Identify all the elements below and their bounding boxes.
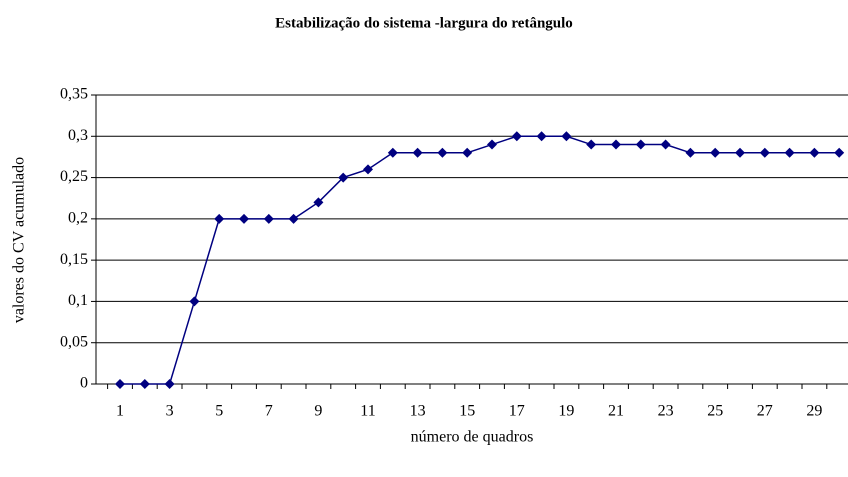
chart-title: Estabilização do sistema -largura do ret…	[275, 15, 573, 31]
marker	[487, 139, 497, 150]
y-tick-label: 0,3	[68, 127, 88, 144]
x-tick-label: 5	[215, 403, 223, 420]
marker	[239, 213, 249, 224]
marker	[611, 139, 621, 150]
y-tick-label: 0,05	[60, 333, 88, 350]
x-tick-label: 23	[658, 403, 674, 420]
marker	[462, 147, 473, 158]
marker	[338, 172, 349, 183]
x-tick-label: 17	[509, 403, 525, 420]
marker	[139, 379, 150, 389]
marker	[387, 147, 398, 158]
marker	[263, 213, 274, 224]
y-tick-label: 0,15	[60, 251, 88, 268]
y-tick-label: 0,2	[68, 210, 88, 227]
x-tick-label: 7	[265, 403, 273, 420]
marker	[313, 197, 324, 208]
marker	[685, 147, 696, 158]
marker	[735, 147, 745, 158]
marker	[809, 147, 820, 158]
x-tick-label: 29	[806, 403, 822, 420]
x-tick-label: 27	[757, 403, 773, 420]
x-tick-label: 15	[459, 403, 475, 420]
x-tick-label: 13	[410, 403, 426, 420]
marker	[363, 164, 373, 175]
x-tick-label: 1	[116, 403, 124, 420]
marker	[635, 139, 646, 150]
y-tick-label: 0,35	[60, 86, 88, 103]
marker	[710, 147, 721, 158]
marker	[586, 139, 597, 150]
marker	[412, 147, 423, 158]
marker	[536, 131, 547, 142]
x-tick-label: 3	[166, 403, 174, 420]
marker	[660, 139, 671, 150]
marker	[784, 147, 795, 158]
marker	[214, 213, 225, 224]
marker	[834, 147, 845, 158]
x-tick-label: 21	[608, 403, 624, 420]
marker	[511, 131, 522, 142]
marker	[437, 147, 448, 158]
y-axis-label: valores do CV acumulado	[11, 157, 28, 323]
x-tick-label: 25	[707, 403, 723, 420]
x-tick-label: 9	[314, 403, 322, 420]
y-tick-label: 0,1	[68, 292, 88, 309]
x-axis-label: número de quadros	[411, 429, 534, 446]
x-tick-label: 19	[558, 403, 574, 420]
x-tick-label: 11	[360, 403, 375, 420]
y-tick-label: 0,25	[60, 168, 88, 185]
y-tick-label: 0	[80, 375, 88, 392]
marker	[288, 213, 299, 224]
marker	[189, 296, 200, 307]
marker	[164, 379, 175, 389]
marker	[561, 131, 572, 142]
marker	[115, 379, 125, 389]
marker	[759, 147, 770, 158]
